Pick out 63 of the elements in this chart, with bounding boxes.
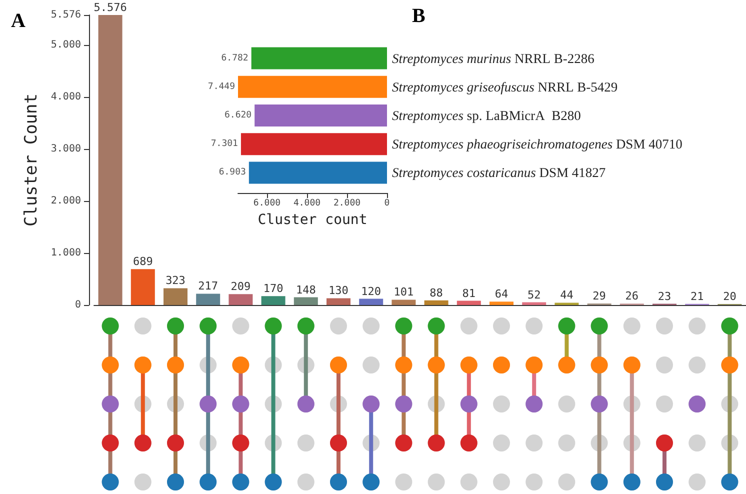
y-tick-label: Streptomyces murinus NRRL B-2286 — [392, 50, 595, 66]
y-tick-label: 4.000 — [50, 91, 81, 102]
bar — [456, 300, 481, 305]
bar — [238, 76, 387, 98]
bar — [251, 47, 387, 70]
y-tick-label: Streptomyces sp. LaBMicrA B280 — [392, 108, 582, 123]
data-label: 148 — [296, 283, 316, 296]
bar — [130, 269, 155, 305]
data-label: 6.782 — [221, 53, 248, 64]
bar — [359, 298, 384, 305]
data-label: 81 — [462, 286, 476, 300]
data-label: 120 — [361, 284, 382, 298]
data-label: 44 — [560, 288, 574, 302]
data-label: 23 — [658, 290, 672, 303]
y-tick-label: 5.576 — [50, 10, 81, 20]
y-tick-label: 0 — [74, 300, 81, 310]
data-label: 21 — [690, 290, 704, 303]
x-axis-title: Cluster count — [258, 212, 368, 228]
data-label: 101 — [394, 286, 414, 299]
y-tick-label: 3.000 — [50, 143, 81, 154]
x-tick-label: 0 — [384, 198, 390, 208]
data-label: 217 — [198, 280, 218, 293]
data-label: 29 — [592, 289, 606, 302]
data-label: 88 — [430, 286, 443, 300]
bar — [490, 302, 514, 305]
y-tick-label: Streptomyces griseofuscus NRRL B-5429 — [392, 79, 618, 94]
data-label: 26 — [625, 290, 639, 303]
bar — [424, 300, 448, 305]
data-label: 20 — [723, 290, 736, 303]
bar — [261, 296, 286, 305]
data-label: 5.576 — [94, 1, 127, 14]
data-label: 689 — [132, 255, 153, 268]
y-tick-label: Streptomyces costaricanus DSM 41827 — [392, 165, 606, 180]
bar — [294, 297, 318, 305]
bar — [228, 294, 253, 305]
chart-title: A — [11, 10, 26, 32]
data-label: 130 — [328, 284, 348, 298]
data-label: 7.301 — [210, 139, 238, 150]
bar — [254, 104, 387, 126]
bar — [196, 294, 220, 305]
data-label: 52 — [527, 288, 541, 302]
annotation: B — [412, 5, 426, 27]
data-label: 6.620 — [224, 110, 252, 120]
bar — [248, 162, 387, 184]
data-label: 209 — [230, 280, 251, 294]
data-label: 6.903 — [218, 168, 246, 178]
data-label: 170 — [263, 282, 284, 296]
bar — [392, 300, 416, 305]
bar — [240, 133, 387, 156]
y-tick-label: 1.000 — [50, 247, 81, 258]
y-tick-label: 5.000 — [50, 39, 81, 50]
bar — [326, 298, 350, 305]
bar — [98, 15, 122, 305]
bar — [522, 302, 546, 305]
x-tick-label: 4.000 — [293, 198, 321, 208]
bar — [164, 288, 188, 305]
x-tick-label: 2.000 — [333, 198, 361, 208]
data-label: 7.449 — [208, 82, 235, 92]
x-tick-label: 6.000 — [253, 198, 281, 208]
y-axis-title: Cluster Count — [22, 93, 42, 227]
data-label: 323 — [166, 274, 186, 288]
data-label: 64 — [494, 288, 508, 301]
y-tick-label: Streptomyces phaeogriseichromatogenes DSM 40710 — [392, 136, 683, 152]
